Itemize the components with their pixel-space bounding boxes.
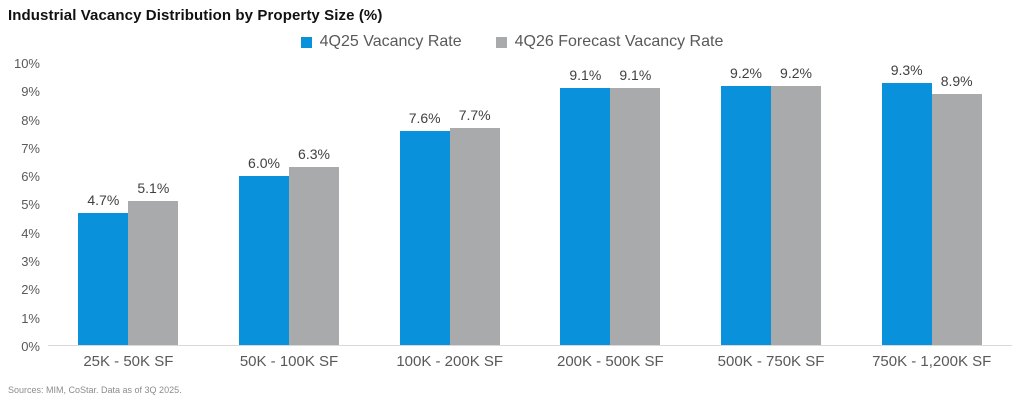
bar-4q25 [721, 85, 772, 345]
bar-column: 5.1% [128, 180, 179, 345]
bar-4q25 [881, 82, 932, 345]
y-axis-tick-label: 4% [21, 225, 40, 241]
bar-4q25 [560, 88, 611, 345]
bar-group: 9.1% 9.1% [530, 64, 691, 345]
legend-label-4q25: 4Q25 Vacancy Rate [319, 33, 462, 50]
bar-column: 8.9% [931, 73, 982, 345]
y-axis-tick-label: 3% [21, 254, 40, 270]
bar-value-label: 5.1% [137, 180, 170, 197]
bar-column: 6.3% [289, 146, 339, 345]
source-note: Sources: MIM, CoStar. Data as of 3Q 2025… [8, 385, 182, 395]
legend-marker-4q26 [495, 36, 507, 48]
bar-4q26-forecast [449, 127, 500, 345]
bar-4q26-forecast [931, 94, 982, 345]
bar-4q26-forecast [128, 201, 179, 345]
bar-column: 9.1% [610, 67, 661, 345]
x-axis-label: 500K - 750K SF [717, 353, 825, 370]
bar-4q26-forecast [771, 85, 822, 345]
legend-marker-4q25 [300, 36, 312, 48]
bar-value-label: 8.9% [940, 73, 973, 89]
x-axis-label: 750K - 1,200K SF [872, 353, 992, 370]
y-axis-tick-label: 10% [13, 56, 40, 71]
legend-item-4q25: 4Q25 Vacancy Rate [300, 33, 462, 51]
y-axis-tick-label: 5% [21, 197, 40, 213]
bar-4q25 [399, 130, 450, 345]
bar-value-label: 9.3% [890, 61, 923, 78]
legend-label-4q26: 4Q26 Forecast Vacancy Rate [514, 33, 724, 50]
bar-value-label: 6.0% [248, 154, 280, 171]
bar-group: 4.7% 5.1% [48, 64, 209, 345]
x-axis-label: 100K - 200K SF [396, 353, 504, 370]
legend-item-4q26: 4Q26 Forecast Vacancy Rate [495, 33, 724, 51]
y-axis-tick-label: 1% [21, 310, 40, 326]
plot-wrap: 4.7% 5.1% 6.0% 6.3% 7.6% 7.7% 9.1% 9.1% 9.2% 9.2%… [48, 61, 1012, 370]
bar-group: 7.6% 7.7% [369, 64, 530, 345]
bar-value-label: 7.6% [408, 109, 441, 126]
bar-value-label: 7.7% [458, 106, 491, 123]
y-axis-tick-label: 9% [21, 84, 40, 100]
x-axis-label: 50K - 100K SF [239, 353, 339, 370]
bar-value-label: 9.1% [569, 67, 602, 84]
y-axis: 10% 9% 8% 7% 6% 5% 4% 3% 2% 1% 0% [0, 57, 40, 353]
y-axis-tick-label: 8% [21, 112, 40, 128]
y-axis-tick-label: 2% [21, 282, 40, 298]
bar-column: 4.7% [78, 191, 129, 345]
bar-column: 9.2% [721, 64, 772, 345]
x-axis-label: 200K - 500K SF [556, 353, 664, 370]
chart-body: 10% 9% 8% 7% 6% 5% 4% 3% 2% 1% 0% 4.7% 5.1% 6.0% 6.3%… [0, 57, 1024, 370]
bar-group: 9.2% 9.2% [691, 64, 852, 345]
bar-column: 7.7% [449, 106, 500, 345]
bar-column: 9.3% [881, 61, 932, 345]
bar-4q25 [78, 212, 129, 345]
bar-value-label: 9.1% [619, 67, 652, 84]
bar-value-label: 4.7% [87, 191, 120, 208]
bar-column: 9.2% [771, 64, 822, 345]
bar-column: 7.6% [399, 109, 450, 345]
chart-legend: 4Q25 Vacancy Rate 4Q26 Forecast Vacancy … [0, 33, 1024, 51]
bar-group: 6.0% 6.3% [209, 64, 370, 345]
x-axis-label: 25K - 50K SF [83, 353, 174, 370]
y-axis-tick-label: 0% [21, 338, 40, 354]
plot-area: 4.7% 5.1% 6.0% 6.3% 7.6% 7.7% 9.1% 9.1% 9.2% 9.2%… [48, 61, 1012, 346]
y-axis-tick-label: 7% [21, 140, 40, 156]
bar-value-label: 9.2% [730, 64, 762, 81]
y-axis-tick-label: 6% [21, 169, 40, 185]
bar-4q25 [239, 175, 289, 345]
bar-column: 9.1% [560, 67, 611, 345]
x-axis-labels: 25K - 50K SF 50K - 100K SF 100K - 200K SF 2… [48, 353, 1012, 370]
bar-column: 6.0% [239, 155, 289, 345]
bar-4q26-forecast [610, 88, 661, 345]
chart-title: Industrial Vacancy Distribution by Prope… [8, 7, 383, 24]
bar-group: 9.3% 8.9% [851, 61, 1012, 345]
bar-4q26-forecast [289, 167, 339, 345]
bar-value-label: 6.3% [298, 146, 330, 163]
bar-value-label: 9.2% [780, 64, 812, 81]
